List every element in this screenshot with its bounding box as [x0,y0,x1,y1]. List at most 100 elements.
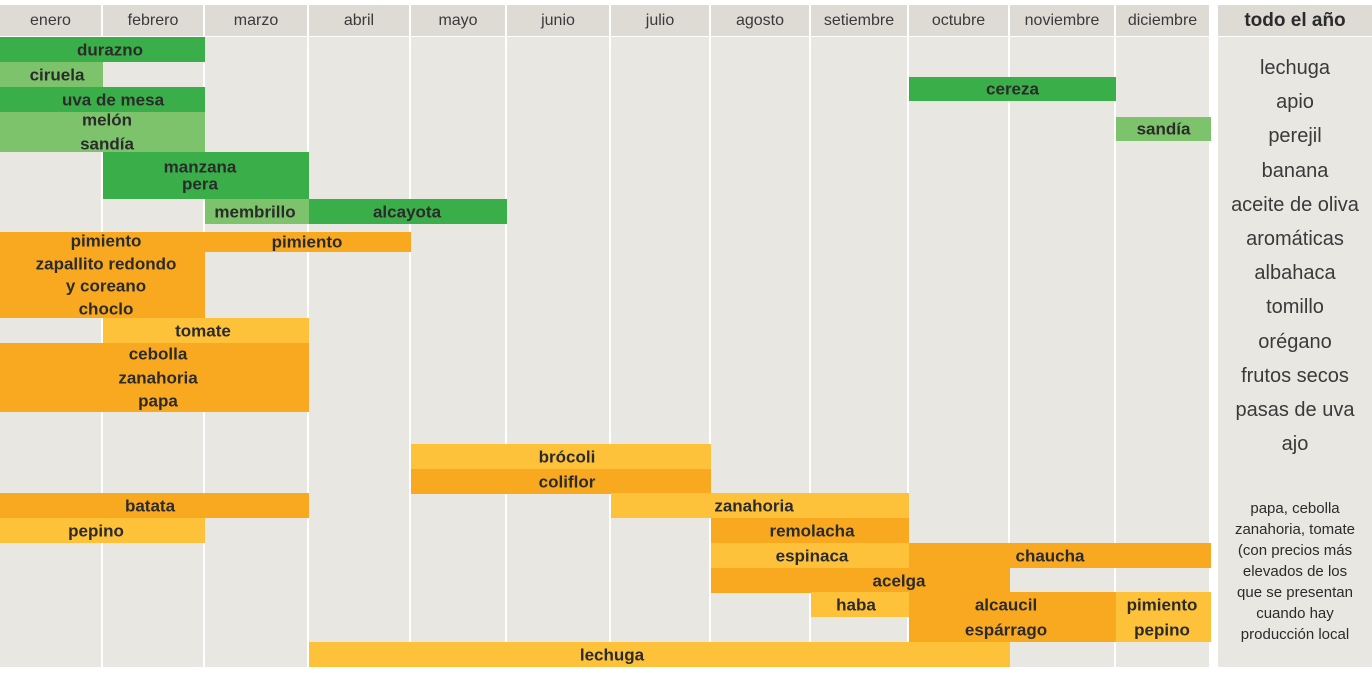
bar-cebolla [0,343,309,412]
bar-label: durazno [76,40,144,59]
month-header-junio: junio [507,5,609,36]
bar-label: coliflor [538,472,596,491]
bar-sandía [1116,117,1211,141]
note-line: papa, cebolla [1250,500,1340,517]
bar-batata [0,493,309,518]
year-round-item: aromáticas [1246,228,1344,250]
bar-label: batata [124,496,176,515]
month-header-febrero: febrero [103,5,203,36]
bar-alcaucil [909,592,1116,642]
year-round-item: banana [1261,159,1329,182]
note-line: elevados de los [1242,563,1348,580]
bar-espinaca [711,543,909,568]
bar-label: sandía [1136,119,1191,139]
month-header-octubre: octubre [909,5,1008,36]
bar-durazno [0,37,205,62]
month-header-agosto: agosto [711,5,809,36]
bar-label: sandía [80,134,134,154]
bar-label: pimiento [271,232,343,252]
year-round-note: papa, cebolla zanahoria, tomate (con preci… [1218,498,1372,645]
month-header-enero: enero [0,5,101,36]
bar-label: ciruela [29,65,85,84]
bar-label: brócoli [538,447,596,466]
bar-pepino [0,518,205,543]
bar-label: manzana [163,157,237,177]
bar-label: pepino [68,521,124,540]
bar-label: tomate [175,321,231,340]
bar-pimiento [1116,592,1211,642]
month-header-diciembre: diciembre [1116,5,1209,36]
bar-manzana [103,152,309,199]
month-header-mayo: mayo [411,5,505,36]
bar-label: alcaucil [974,595,1038,614]
bar-label: chaucha [1015,546,1085,565]
bar-label: lechuga [579,645,645,664]
bar-label: y coreano [65,276,147,296]
year-round-item: frutos secos [1241,364,1349,387]
year-round-item: ajo [1281,433,1309,456]
bar-label: haba [836,595,876,614]
year-round-item: lechuga [1259,57,1331,79]
year-round-item: orégano [1258,330,1332,353]
bar-pimiento [205,232,411,252]
note-line: producción local [1240,626,1350,643]
month-column-julio [611,37,709,667]
bar-label: melón [81,110,133,130]
bar-label: choclo [78,299,134,319]
month-header-noviembre: noviembre [1010,5,1114,36]
year-round-item: pasas de uva [1235,399,1355,421]
bar-label: zanahoria [714,496,794,515]
bar-remolacha [711,518,909,543]
year-round-panel [1218,37,1372,667]
year-round-item: tomillo [1266,296,1324,319]
bar-label: pepino [1134,620,1190,639]
bar-chaucha [909,543,1211,568]
bar-label: espinaca [775,546,849,565]
note-line: zanahoria, tomate [1234,521,1356,538]
bar-membrillo [205,199,309,224]
bar-label: zanahoria [118,368,198,387]
bar-pimiento [0,232,205,318]
month-header-abril: abril [309,5,409,36]
note-line: (con precios más [1237,542,1353,559]
bar-label: acelga [872,571,926,590]
bar-label: cereza [986,79,1039,99]
bar-label: remolacha [769,521,855,540]
year-round-item: albahaca [1254,262,1336,285]
month-column-junio [507,37,609,667]
bar-label: papa [138,391,178,411]
month-column-noviembre [1010,37,1114,667]
year-round-item: apio [1276,91,1314,114]
note-line: cuando hay [1256,605,1334,622]
bar-ciruela [0,62,103,87]
bar-label: membrillo [214,202,296,221]
bar-label: pera [182,174,218,194]
bar-label: uva de mesa [61,90,165,109]
bar-lechuga [309,642,1010,667]
bar-label: espárrago [964,620,1048,639]
month-header-setiembre: setiembre [811,5,907,36]
bar-acelga [711,568,1010,593]
note-line: que se presentan [1237,584,1353,601]
bar-brócoli [411,444,711,469]
bar-coliflor [411,469,711,494]
bar-label: pimiento [1126,595,1198,614]
month-column-abril [309,37,409,667]
bar-zanahoria [611,493,909,518]
bar-melón [0,112,205,152]
year-round-item: aceite de oliva [1231,193,1359,216]
bar-label: zapallito redondo [35,254,177,274]
bar-tomate [103,318,309,343]
year-round-title: todo el año [1218,5,1372,36]
bar-uva-de-mesa [0,87,205,112]
bar-haba [811,592,909,617]
month-header-julio: julio [611,5,709,36]
month-column-mayo [411,37,505,667]
bar-alcayota [309,199,507,224]
bar-label: cebolla [128,344,188,364]
bar-label: pimiento [70,231,142,251]
bar-label: alcayota [372,202,442,221]
bar-cereza [909,77,1116,101]
month-header-marzo: marzo [205,5,307,36]
